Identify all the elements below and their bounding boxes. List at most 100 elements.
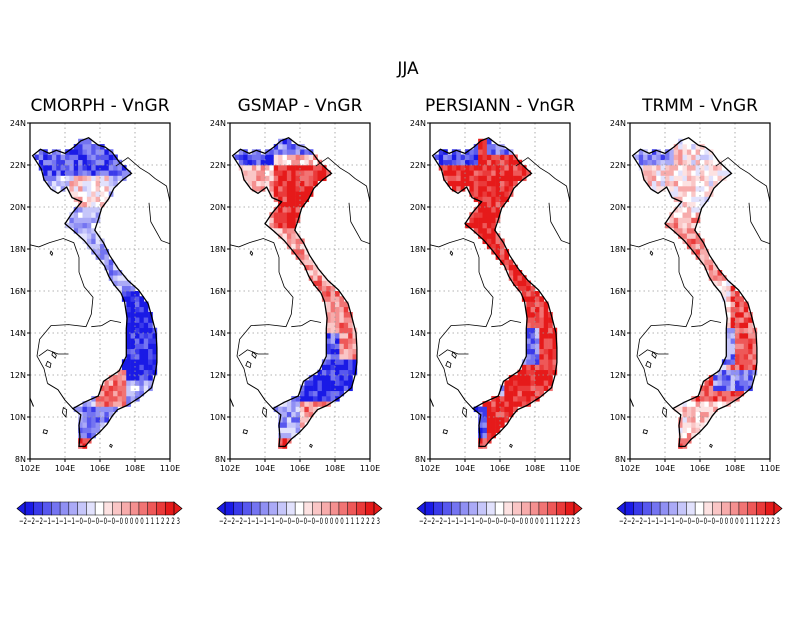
colorbar-max-arrow <box>573 501 583 516</box>
y-tick-label: 14N <box>610 329 626 338</box>
y-tick-label: 8N <box>15 455 26 464</box>
y-tick-label: 10N <box>610 413 626 422</box>
x-tick-label: 106E <box>290 464 310 473</box>
colorbar-max-arrow <box>773 501 783 516</box>
colorbar: −2−2−2−1−1−1−1−0−0−0−0−0−0 0 0 0 0 1 1 1… <box>16 501 183 527</box>
island <box>109 443 113 449</box>
y-tick-label: 16N <box>410 287 426 296</box>
country-border <box>691 319 722 328</box>
island <box>61 406 68 418</box>
x-tick-label: 110E <box>160 464 180 473</box>
island <box>251 351 257 359</box>
island <box>242 429 248 435</box>
panel-gsmap: GSMAP - VnGR 102E 104E 106E 108E 110E 24N 22N 20… <box>210 96 383 527</box>
country-border <box>348 202 370 245</box>
country-border <box>548 202 570 245</box>
country-border <box>115 157 170 203</box>
panel-title: GSMAP - VnGR <box>238 96 363 116</box>
colorbar-max-arrow <box>373 501 383 516</box>
y-tick-label: 22N <box>10 161 26 170</box>
x-tick-label: 102E <box>220 464 240 473</box>
vietnam-outline <box>631 136 758 448</box>
island <box>245 360 252 369</box>
bias-grid <box>34 138 158 449</box>
y-tick-label: 10N <box>410 413 426 422</box>
island <box>261 406 268 418</box>
panel-title: CMORPH - VnGR <box>30 96 169 116</box>
island <box>642 429 648 435</box>
y-tick-label: 14N <box>210 329 226 338</box>
x-tick-label: 108E <box>525 464 545 473</box>
island <box>45 360 52 369</box>
island <box>661 406 668 418</box>
y-tick-label: 10N <box>210 413 226 422</box>
x-tick-label: 108E <box>325 464 345 473</box>
y-tick-label: 18N <box>410 245 426 254</box>
vietnam-outline <box>231 136 358 448</box>
y-tick-label: 20N <box>610 203 626 212</box>
island <box>42 429 48 435</box>
colorbar-min-arrow <box>16 501 26 516</box>
colorbar-min-arrow <box>616 501 626 516</box>
y-tick-label: 24N <box>10 119 26 128</box>
island <box>309 443 313 449</box>
x-tick-label: 110E <box>360 464 380 473</box>
y-tick-label: 12N <box>410 371 426 380</box>
bias-grid <box>234 138 358 449</box>
vietnam-outline <box>31 136 158 448</box>
y-tick-label: 24N <box>610 119 626 128</box>
x-tick-label: 102E <box>20 464 40 473</box>
y-tick-label: 8N <box>215 455 226 464</box>
x-tick-label: 106E <box>90 464 110 473</box>
country-border <box>715 157 770 203</box>
colorbar: −2−2−2−1−1−1−1−0−0−0−0−0−0 0 0 0 0 1 1 1… <box>216 501 383 527</box>
y-tick-label: 14N <box>410 329 426 338</box>
island <box>461 406 468 418</box>
colorbar-tick-labels: −2−2−2−1−1−1−1−0−0−0−0−0−0 0 0 0 0 1 1 1… <box>219 517 380 527</box>
colorbar: −2−2−2−1−1−1−1−0−0−0−0−0−0 0 0 0 0 1 1 1… <box>616 501 783 527</box>
island <box>709 443 713 449</box>
y-tick-label: 12N <box>610 371 626 380</box>
country-border <box>630 238 694 384</box>
island <box>651 351 657 359</box>
y-tick-label: 16N <box>10 287 26 296</box>
y-tick-label: 16N <box>210 287 226 296</box>
panel-cmorph: CMORPH - VnGR 102E 104E 106E 108E 110E 24N 22N 2… <box>10 96 183 527</box>
y-tick-label: 22N <box>210 161 226 170</box>
island <box>49 250 54 257</box>
x-tick-label: 104E <box>255 464 275 473</box>
y-tick-label: 8N <box>615 455 626 464</box>
x-tick-label: 104E <box>55 464 75 473</box>
y-tick-label: 22N <box>610 161 626 170</box>
x-tick-label: 102E <box>420 464 440 473</box>
country-border <box>291 319 322 328</box>
x-tick-label: 108E <box>125 464 145 473</box>
y-tick-label: 14N <box>10 329 26 338</box>
panel-trmm: TRMM - VnGR 102E 104E 106E 108E 110E 24N 22N 20N… <box>610 96 783 527</box>
y-tick-label: 20N <box>10 203 26 212</box>
x-tick-label: 102E <box>620 464 640 473</box>
y-tick-label: 18N <box>10 245 26 254</box>
island <box>249 250 254 257</box>
country-border <box>515 157 570 203</box>
country-border <box>91 319 122 328</box>
island <box>51 351 57 359</box>
y-tick-label: 20N <box>410 203 426 212</box>
island <box>451 351 457 359</box>
vietnam-outline <box>431 136 558 448</box>
y-tick-label: 12N <box>210 371 226 380</box>
colorbar: −2−2−2−1−1−1−1−0−0−0−0−0−0 0 0 0 0 1 1 1… <box>416 501 583 527</box>
country-border <box>148 202 170 245</box>
y-tick-label: 10N <box>10 413 26 422</box>
gridlines <box>230 123 370 459</box>
coastline <box>447 382 474 409</box>
gridlines <box>630 123 770 459</box>
y-tick-label: 24N <box>210 119 226 128</box>
country-border <box>230 238 294 384</box>
y-tick-label: 18N <box>610 245 626 254</box>
gridlines <box>430 123 570 459</box>
x-tick-label: 108E <box>725 464 745 473</box>
island <box>509 443 513 449</box>
y-tick-label: 24N <box>410 119 426 128</box>
y-tick-label: 8N <box>415 455 426 464</box>
